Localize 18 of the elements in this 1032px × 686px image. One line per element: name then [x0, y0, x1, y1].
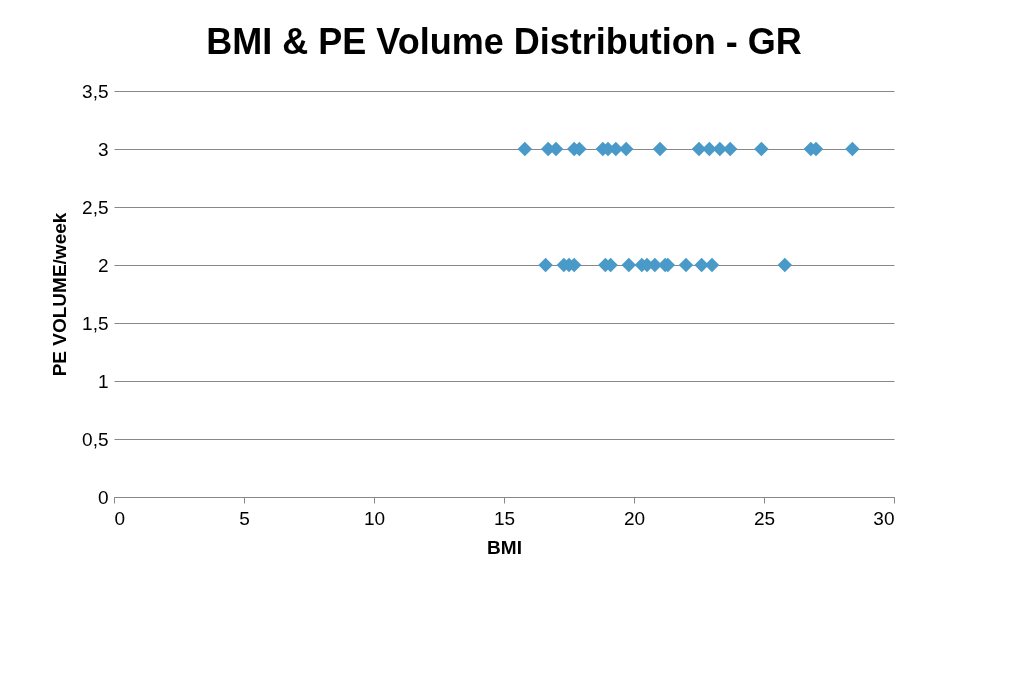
y-axis-title: PE VOLUME/week	[49, 212, 71, 377]
y-tick-label: 2,5	[82, 196, 109, 218]
x-axis-title: BMI	[487, 536, 522, 558]
y-tick-label: 0	[97, 486, 109, 508]
y-tick-label: 0,5	[82, 428, 109, 450]
x-tick-label: 30	[873, 507, 895, 529]
x-tick-label: 15	[493, 507, 516, 529]
x-tick-label: 25	[753, 507, 776, 529]
x-tick-label: 5	[239, 507, 250, 529]
chart-title: BMI & PE Volume Distribution - GR	[206, 21, 802, 62]
x-tick-label: 0	[114, 507, 126, 529]
y-tick-label: 2	[97, 254, 109, 276]
y-tick-label: 3,5	[82, 80, 109, 102]
y-tick-label: 1	[97, 370, 109, 392]
y-tick-label: 3	[97, 138, 109, 160]
x-tick-label: 20	[623, 507, 646, 529]
x-tick-label: 10	[363, 507, 386, 529]
y-tick-label: 1,5	[82, 312, 109, 334]
